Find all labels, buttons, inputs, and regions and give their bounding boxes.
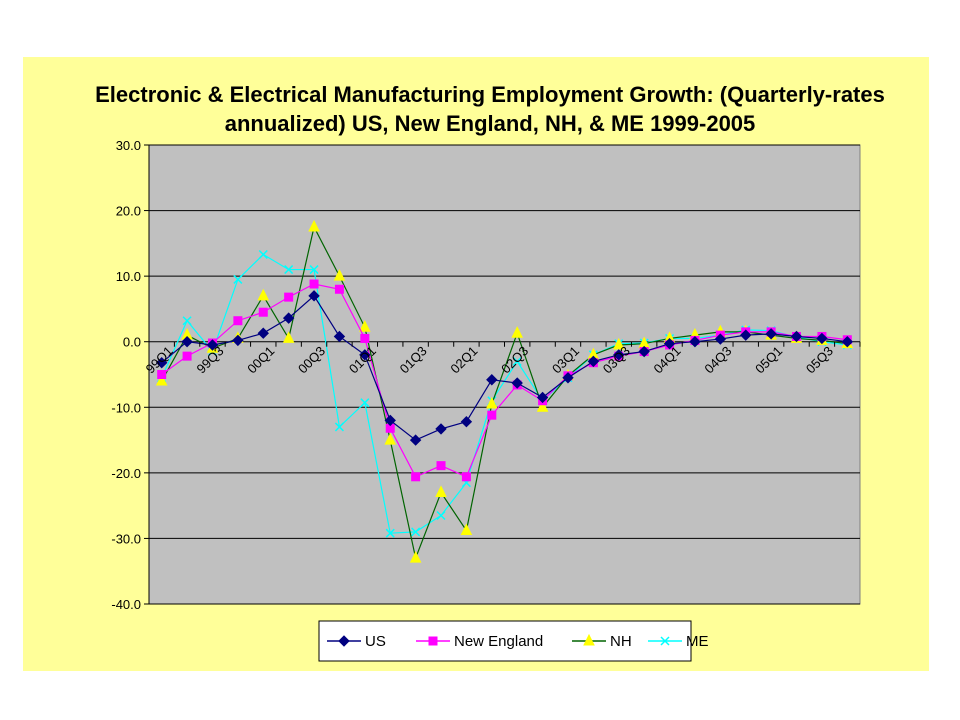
y-tick-label: 0.0 <box>123 335 141 350</box>
data-marker-new-england <box>334 284 344 294</box>
series-line-us <box>161 294 848 441</box>
gridlines <box>149 144 860 605</box>
data-marker-new-england <box>233 316 243 326</box>
data-marker-us <box>409 434 422 446</box>
series-line-nh <box>161 225 848 561</box>
data-marker-us <box>206 339 219 351</box>
data-marker-us <box>663 337 676 350</box>
data-marker-me <box>284 265 294 275</box>
data-marker-new-england <box>284 292 294 302</box>
data-marker-nh <box>612 337 625 350</box>
data-marker-new-england <box>411 472 421 482</box>
y-tick-label: 10.0 <box>116 269 141 284</box>
data-marker-us <box>384 414 396 427</box>
legend-item-me: ME <box>648 633 709 650</box>
data-marker-me <box>436 510 446 521</box>
data-marker-us <box>511 377 523 389</box>
data-marker-nh <box>155 373 168 386</box>
data-marker-nh <box>384 432 397 445</box>
data-marker-us <box>181 336 193 348</box>
legend: US New England NH ME <box>318 620 709 662</box>
legend-item-new-england: New England <box>416 633 543 650</box>
chart-panel: Electronic & Electrical Manufacturing Em… <box>23 57 929 671</box>
legend-label-us: US <box>365 633 386 650</box>
data-marker-me <box>334 422 344 432</box>
legend-item-us: US <box>327 633 386 650</box>
data-marker-us <box>435 423 447 435</box>
series-line-new-england <box>161 283 848 478</box>
y-tick-label: -10.0 <box>111 400 141 415</box>
y-tick-label: -40.0 <box>111 597 141 612</box>
data-marker-me <box>233 274 243 284</box>
data-marker-new-england <box>360 333 370 343</box>
data-marker-nh <box>257 288 270 301</box>
data-marker-us <box>740 329 752 341</box>
chart-title-line-1: Electronic & Electrical Manufacturing Em… <box>95 82 885 107</box>
data-marker-nh <box>511 326 524 338</box>
data-marker-us <box>359 349 371 361</box>
y-tick-label: -20.0 <box>111 466 141 481</box>
data-marker-us <box>333 330 346 343</box>
data-marker-us <box>257 327 269 339</box>
data-marker-new-england <box>487 410 497 420</box>
data-marker-us <box>816 332 828 345</box>
legend-item-nh: NH <box>572 633 632 650</box>
legend-label-new-england: New England <box>454 633 543 650</box>
y-tick-label: -30.0 <box>111 531 141 546</box>
data-marker-us <box>155 356 168 369</box>
data-marker-us <box>841 336 854 348</box>
data-marker-nh <box>435 485 447 498</box>
data-marker-new-england <box>461 472 471 482</box>
data-marker-us <box>765 328 777 340</box>
data-marker-us <box>714 333 727 345</box>
chart-title-line-2: annualized) US, New England, NH, & ME 19… <box>225 111 756 136</box>
data-marker-new-england <box>436 461 446 471</box>
data-marker-nh <box>583 633 595 646</box>
data-marker-nh <box>282 331 295 343</box>
data-marker-us <box>338 635 350 647</box>
legend-label-nh: NH <box>610 633 632 650</box>
data-marker-nh <box>308 219 320 232</box>
data-marker-me <box>258 249 268 260</box>
data-marker-us <box>232 334 244 347</box>
plot-area <box>148 144 861 605</box>
data-marker-nh <box>485 396 498 409</box>
data-marker-new-england <box>309 279 319 289</box>
data-marker-us <box>689 336 701 348</box>
data-marker-nh <box>536 400 549 412</box>
legend-box <box>318 620 692 662</box>
data-marker-new-england <box>157 370 167 379</box>
data-marker-us <box>790 330 803 343</box>
chart-canvas: Electronic & Electrical Manufacturing Em… <box>95 82 885 662</box>
data-marker-me <box>411 527 421 537</box>
data-marker-new-england <box>258 307 268 317</box>
series-lines <box>155 219 854 563</box>
data-marker-me <box>385 528 395 538</box>
data-marker-us <box>282 312 295 324</box>
data-marker-nh <box>460 523 473 536</box>
data-marker-new-england <box>182 351 192 361</box>
data-marker-me <box>360 398 370 408</box>
data-marker-us <box>486 374 498 386</box>
data-marker-us <box>562 372 574 384</box>
data-marker-us <box>587 355 600 368</box>
y-tick-label: 20.0 <box>116 204 141 219</box>
data-marker-nh <box>409 550 422 563</box>
data-marker-nh <box>359 320 371 332</box>
series-us <box>155 290 854 446</box>
data-marker-me <box>309 265 319 275</box>
legend-label-me: ME <box>686 633 709 650</box>
axes: 30.0 20.0 10.0 0.0 -10.0 -20.0 -30.0 -40.0 <box>111 138 150 612</box>
data-marker-us <box>460 416 473 428</box>
y-tick-label: 30.0 <box>116 138 141 153</box>
data-marker-me <box>512 356 522 366</box>
data-marker-me <box>182 316 192 326</box>
data-marker-me <box>660 636 670 646</box>
data-marker-us <box>613 349 625 361</box>
data-marker-nh <box>333 269 346 281</box>
data-marker-us <box>308 290 320 302</box>
data-marker-us <box>536 391 549 404</box>
data-marker-new-england <box>428 636 438 646</box>
data-marker-us <box>638 345 650 358</box>
